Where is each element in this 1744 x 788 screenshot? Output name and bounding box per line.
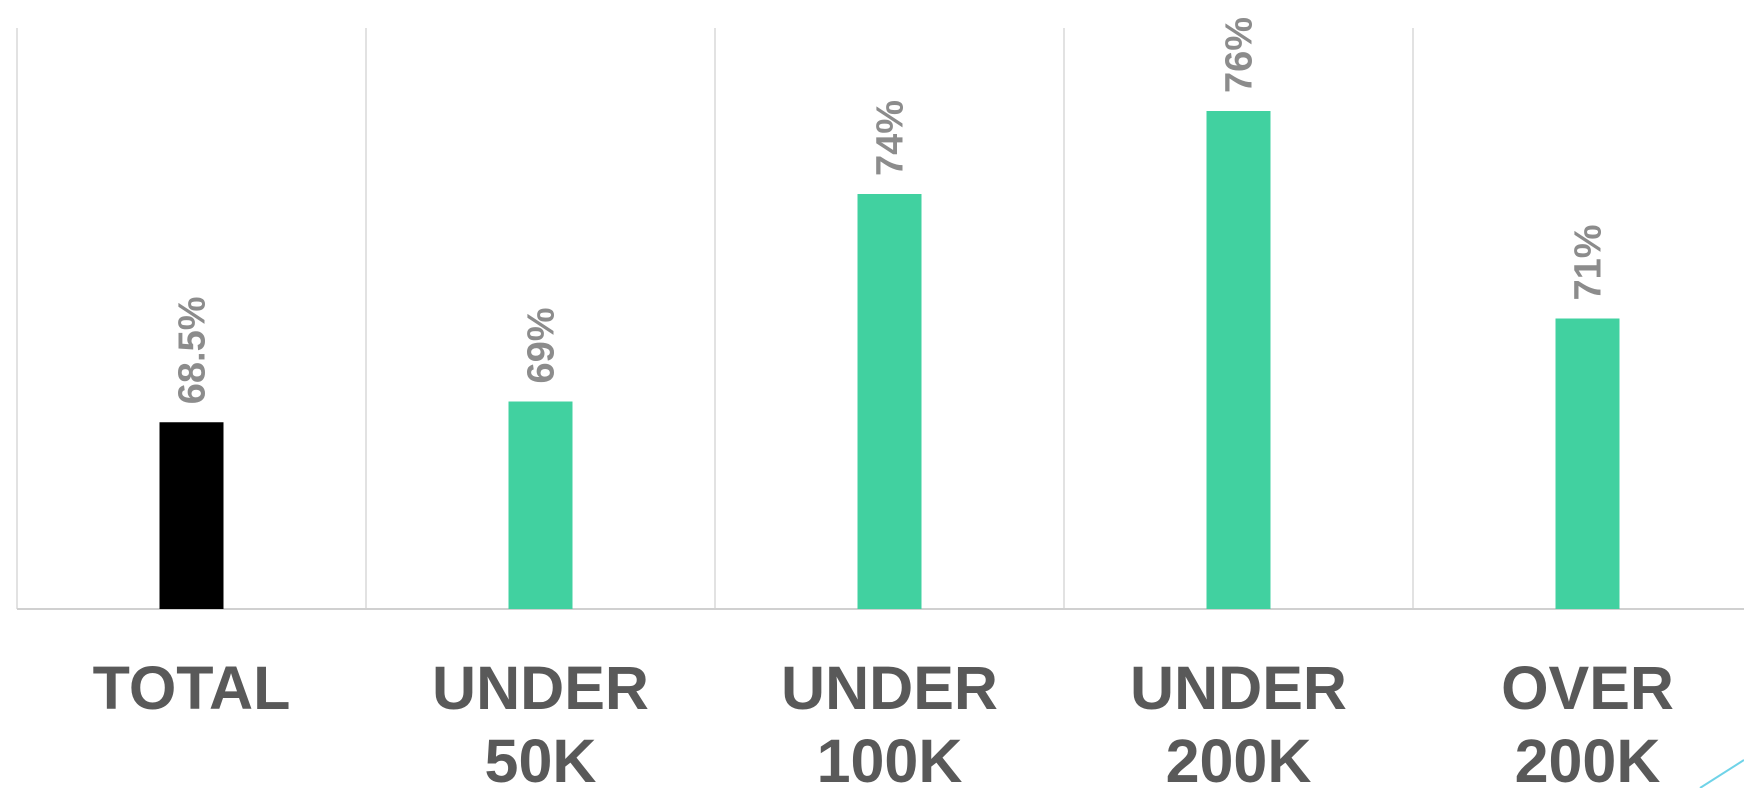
bar <box>1555 318 1620 609</box>
value-label: 69% <box>521 307 563 383</box>
value-label: 68.5% <box>172 297 214 405</box>
bar <box>1206 111 1271 609</box>
decoration <box>1699 759 1744 788</box>
value-label: 71% <box>1568 224 1610 300</box>
bar <box>857 194 922 609</box>
bar <box>159 422 224 609</box>
value-label: 76% <box>1219 17 1261 93</box>
x-tick-label: TOTAL <box>93 654 291 722</box>
x-tick-label: UNDER 50K <box>432 654 649 788</box>
x-tick-label: UNDER 100K <box>781 654 998 788</box>
value-label: 74% <box>870 100 912 176</box>
x-tick-label: OVER 200K <box>1501 654 1674 788</box>
x-tick-label: UNDER 200K <box>1130 654 1347 788</box>
bar <box>508 401 573 609</box>
